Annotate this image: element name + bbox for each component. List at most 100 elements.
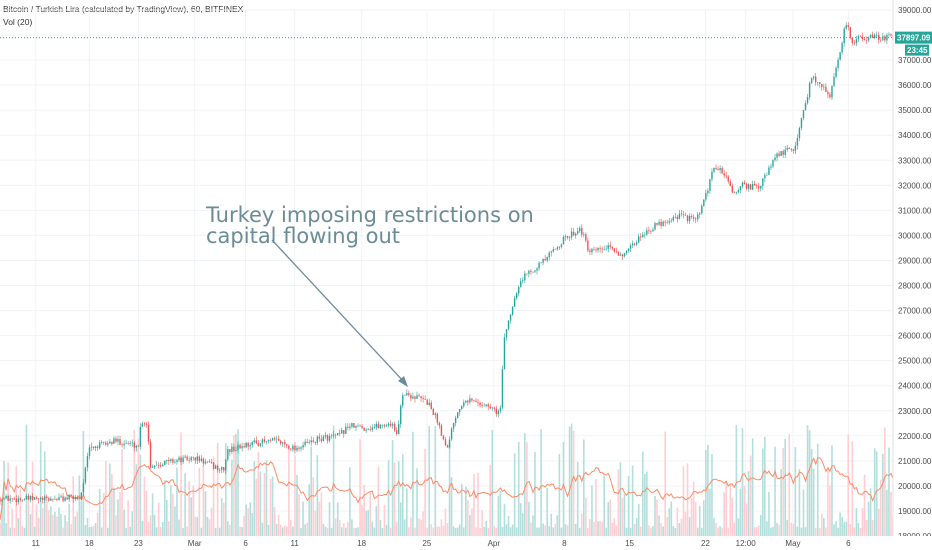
candle-body <box>444 439 447 446</box>
candle-body <box>19 498 22 500</box>
volume-bar <box>772 526 774 536</box>
volume-bar <box>438 526 441 536</box>
volume-bar <box>601 521 603 536</box>
volume-bar <box>454 527 457 536</box>
volume-bar <box>267 525 270 536</box>
candle-body <box>678 213 681 219</box>
candle-body <box>705 193 707 200</box>
candle-body <box>491 407 493 409</box>
candle-body <box>756 185 758 187</box>
candle-body <box>459 409 461 413</box>
candle-body <box>741 182 744 187</box>
volume-bar <box>631 465 634 536</box>
volume-bar <box>149 515 152 536</box>
x-tick-label: Mar <box>188 539 202 548</box>
volume-bar <box>387 460 390 536</box>
volume-bar <box>613 518 616 536</box>
volume-bar <box>192 485 195 536</box>
volume-bar <box>668 508 671 536</box>
volume-bar <box>25 424 28 536</box>
candle-body <box>235 450 237 452</box>
candle-body <box>790 149 792 150</box>
candle-body <box>328 435 331 441</box>
candle-body <box>221 467 223 470</box>
candle-body <box>680 213 683 215</box>
candle-body <box>157 464 160 466</box>
volume-bar <box>190 497 193 536</box>
candle-body <box>377 423 380 429</box>
volume-bar <box>552 527 555 536</box>
candle-body <box>109 441 111 444</box>
candle-body <box>237 444 239 451</box>
volume-bar <box>263 473 266 536</box>
volume-bar <box>583 439 585 536</box>
x-tick-label: 6 <box>846 539 851 548</box>
candle-body <box>194 457 196 461</box>
candle-body <box>351 423 353 427</box>
candle-body <box>127 443 129 444</box>
volume-bar <box>312 477 315 536</box>
volume-bar <box>888 447 890 536</box>
candle-body <box>515 293 518 299</box>
volume-bar <box>778 524 780 536</box>
candle-body <box>17 498 20 502</box>
volume-bar <box>859 527 862 536</box>
volume-bar <box>554 523 557 536</box>
candle-body <box>271 438 274 441</box>
candle-body <box>125 443 127 444</box>
volume-indicator-label[interactable]: Vol (20) <box>3 17 33 27</box>
volume-bar <box>414 527 416 536</box>
candle-body <box>288 445 290 449</box>
volume-bar <box>837 527 839 536</box>
volume-bar <box>410 517 412 536</box>
volume-bar <box>867 501 870 536</box>
volume-bar <box>831 445 833 536</box>
candle-body <box>336 433 339 435</box>
candle-body <box>888 34 890 36</box>
candle-body <box>50 498 52 501</box>
volume-bar <box>542 523 544 536</box>
volume-bar <box>585 497 587 536</box>
candle-body <box>574 233 577 236</box>
volume-bar <box>100 527 103 536</box>
candle-body <box>800 118 803 128</box>
candle-body <box>461 406 463 410</box>
y-tick-label: 23000.00 <box>898 407 932 416</box>
candle-body <box>188 460 190 461</box>
volume-bar <box>363 484 365 536</box>
candle-body <box>192 457 194 458</box>
volume-bar <box>469 515 471 536</box>
volume-bar <box>593 521 595 536</box>
volume-bar <box>863 474 866 536</box>
volume-bar <box>371 521 374 536</box>
volume-bar <box>524 433 526 536</box>
candle-body <box>540 262 542 264</box>
candle-body <box>650 231 652 232</box>
candle-body <box>259 443 262 446</box>
candle-body <box>231 446 233 452</box>
candle-body <box>469 398 471 403</box>
volume-bar <box>265 460 268 536</box>
volume-bar <box>458 524 461 536</box>
volume-bar <box>705 449 707 536</box>
volume-bar <box>0 522 1 536</box>
candle-body <box>355 425 357 428</box>
volume-bar <box>759 514 762 536</box>
candle-body <box>768 167 770 175</box>
candle-body <box>101 442 103 443</box>
volume-bar <box>823 517 825 536</box>
volume-bar <box>741 428 744 536</box>
candle-body <box>402 395 404 406</box>
volume-bar <box>703 500 705 536</box>
candle-body <box>463 402 465 407</box>
volume-bar <box>597 521 599 536</box>
candle-body <box>558 247 561 248</box>
volume-bar <box>428 425 431 536</box>
volume-bar <box>562 442 565 536</box>
candle-body <box>619 254 622 256</box>
volume-bar <box>869 488 872 536</box>
candle-body <box>737 190 740 193</box>
candle-body <box>286 444 288 446</box>
volume-bar <box>397 461 400 536</box>
